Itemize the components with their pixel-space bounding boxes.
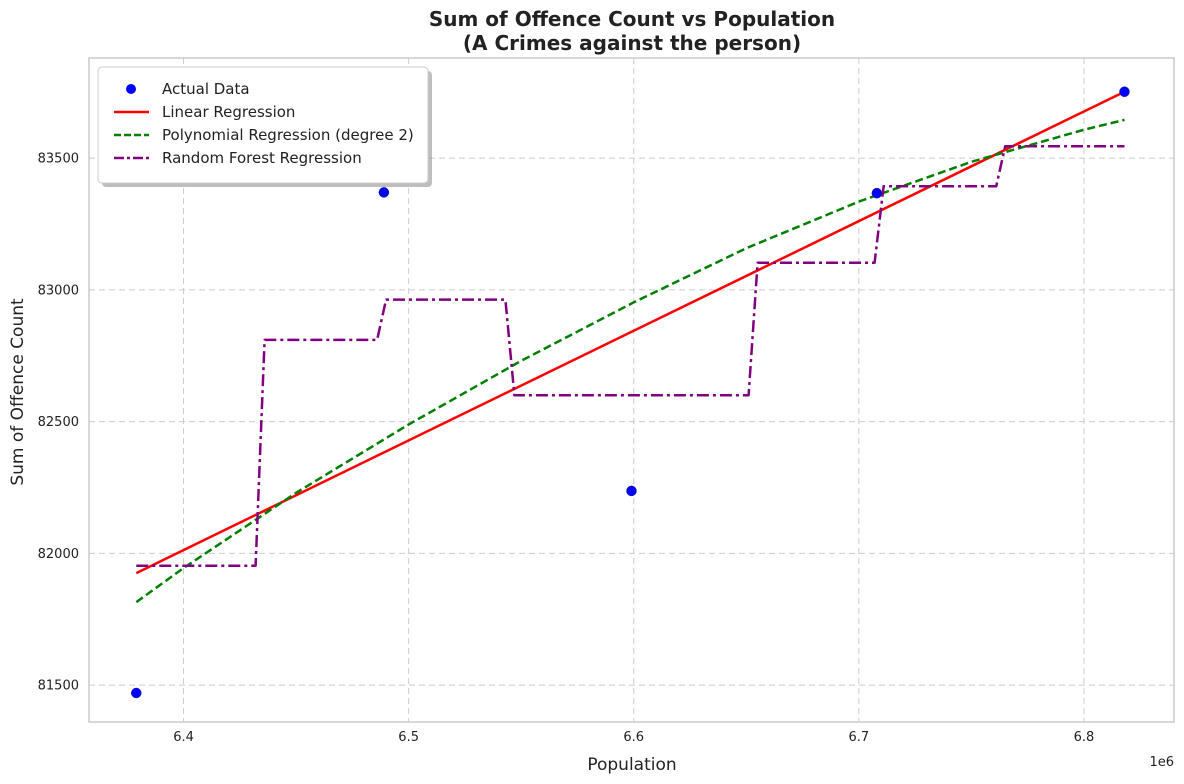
x-tick-label: 6.6 <box>623 730 644 745</box>
random-forest-regression-line <box>136 145 1125 567</box>
series-layer <box>131 86 1130 699</box>
y-tick-label: 82000 <box>38 547 79 562</box>
data-point <box>1119 86 1130 97</box>
legend-label-polynomial-regression-degree-2: Polynomial Regression (degree 2) <box>162 126 414 144</box>
data-point <box>626 485 637 497</box>
x-tick-label: 6.8 <box>1074 730 1095 745</box>
legend: Actual Data Linear Regression Polynomial R… <box>97 66 432 187</box>
x-axis-label: Population <box>587 755 676 775</box>
y-tick-label: 83000 <box>38 283 79 298</box>
y-tick-label: 82500 <box>38 415 79 430</box>
legend-label-linear-regression: Linear Regression <box>162 103 295 121</box>
x-tick-label: 6.5 <box>398 730 419 745</box>
x-axis-offset-label: 1e6 <box>1149 755 1174 770</box>
grid <box>89 58 1174 722</box>
chart-title-line2: (A Crimes against the person) <box>463 31 801 55</box>
data-point <box>871 187 883 199</box>
data-point <box>378 187 390 198</box>
chart-title-line1: Sum of Offence Count vs Population <box>429 7 835 31</box>
legend-box <box>97 66 429 184</box>
x-tick-label: 6.7 <box>849 730 870 745</box>
x-tick-label: 6.4 <box>173 730 194 745</box>
y-tick-label: 83500 <box>38 152 79 167</box>
linear-regression-line <box>135 90 1126 575</box>
data-point <box>131 687 142 699</box>
legend-label-actual-data: Actual Data <box>162 80 250 98</box>
y-axis-label: Sum of Offence Count <box>8 298 28 486</box>
y-tick-label: 81500 <box>38 679 79 694</box>
plot-frame <box>88 57 1175 723</box>
y-ticks: 81500 82000 82500 83000 83500 <box>38 152 79 694</box>
legend-items: Actual Data Linear Regression Polynomial R… <box>114 80 414 167</box>
legend-label-random-forest-regression: Random Forest Regression <box>162 149 362 167</box>
x-ticks: 6.4 6.5 6.6 6.7 6.8 <box>173 730 1094 745</box>
legend-marker-actual-data <box>126 84 136 94</box>
